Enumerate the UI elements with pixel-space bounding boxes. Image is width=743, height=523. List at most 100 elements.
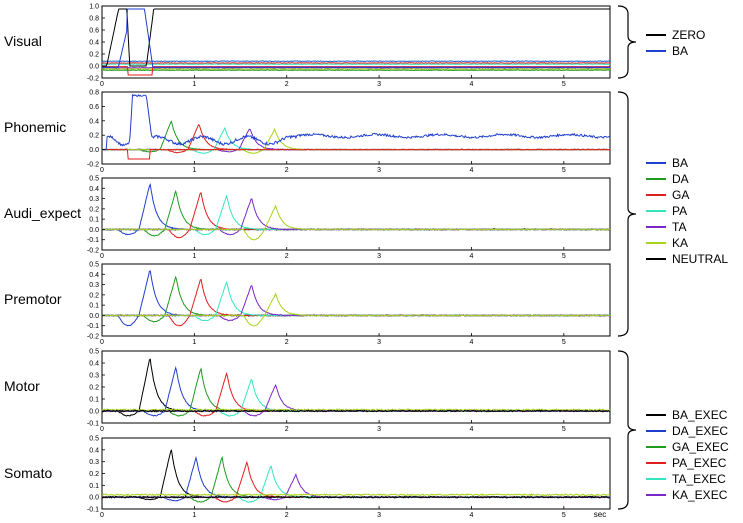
x-tick-label: 2 xyxy=(285,512,289,519)
y-tick-label: -0.2 xyxy=(87,76,99,83)
y-tick-label: -0.1 xyxy=(87,507,99,514)
x-tick-label: 5 xyxy=(562,167,566,174)
series-line xyxy=(101,292,611,327)
series-line xyxy=(101,62,611,64)
series-line xyxy=(102,93,611,151)
panel-label-phonemic: Phonemic xyxy=(4,119,67,135)
legend-swatch xyxy=(646,477,666,480)
series-line xyxy=(101,60,611,63)
legend-item: GA_EXEC xyxy=(646,438,729,454)
legend-label: PA xyxy=(672,203,688,218)
series-line xyxy=(102,66,610,76)
legend-label: DA_EXEC xyxy=(672,423,729,438)
legend-swatch xyxy=(646,225,666,228)
x-tick-label: 5 xyxy=(562,426,566,433)
legend-swatch xyxy=(646,161,666,164)
series-line xyxy=(101,63,611,66)
y-tick-label: 0.4 xyxy=(89,40,99,47)
brace-exec xyxy=(617,350,637,510)
y-tick-label: 0.3 xyxy=(89,196,99,203)
y-tick-label: 0.2 xyxy=(89,52,99,59)
legend-swatch xyxy=(646,493,666,496)
legend-item: TA_EXEC xyxy=(646,470,729,486)
x-tick-label: 3 xyxy=(377,512,381,519)
x-tick-label: 2 xyxy=(285,339,289,346)
y-tick-label: 0.8 xyxy=(89,16,99,23)
y-tick-label: 0.0 xyxy=(89,313,99,320)
panel-label-somato: Somato xyxy=(4,465,53,481)
x-tick-label: 0 xyxy=(100,167,104,174)
y-tick-label: 0.1 xyxy=(89,483,99,490)
x-tick-label: 5 xyxy=(562,512,566,519)
x-tick-label: 5 xyxy=(562,81,566,88)
x-tick-label: 2 xyxy=(285,167,289,174)
y-tick-label: 0.5 xyxy=(89,349,99,356)
series-line xyxy=(101,367,611,417)
panel-frame-somato xyxy=(101,437,611,510)
legend-label: NEUTRAL xyxy=(672,251,729,266)
y-tick-label: 0.5 xyxy=(89,436,99,443)
y-tick-label: 0.4 xyxy=(89,186,99,193)
x-tick-label: 1 xyxy=(192,426,196,433)
y-tick-label: 0.0 xyxy=(89,409,99,416)
legend-label: TA xyxy=(672,219,687,234)
y-tick-label: 0.4 xyxy=(89,361,99,368)
legend-visual: ZERO BA xyxy=(646,26,705,58)
y-tick-label: -0.2 xyxy=(87,162,99,169)
legend-label: BA xyxy=(672,43,689,58)
brace-phonemes xyxy=(617,91,637,337)
legend-item: PA_EXEC xyxy=(646,454,729,470)
y-tick-label: 0.8 xyxy=(89,90,99,97)
x-tick-label: 0 xyxy=(100,426,104,433)
series-line xyxy=(101,204,611,241)
legend-label: KA_EXEC xyxy=(672,487,728,502)
x-tick-label: 1 xyxy=(192,339,196,346)
legend-swatch xyxy=(646,241,666,244)
panel-label-visual: Visual xyxy=(4,33,42,49)
legend-label: GA xyxy=(672,187,690,202)
legend-swatch xyxy=(646,429,666,432)
legend-label: BA_EXEC xyxy=(672,407,728,422)
legend-item: NEUTRAL xyxy=(646,250,728,266)
y-tick-label: 0.5 xyxy=(89,176,99,183)
x-tick-label: 4 xyxy=(470,167,474,174)
series-line xyxy=(101,409,611,413)
x-tick-label: 4 xyxy=(470,512,474,519)
legend-swatch xyxy=(646,209,666,212)
brace-visual xyxy=(617,5,637,79)
y-tick-label: -0.2 xyxy=(87,248,99,255)
series-line xyxy=(102,68,611,70)
panel-label-premotor: Premotor xyxy=(4,291,62,307)
legend-label: KA xyxy=(672,235,689,250)
y-tick-label: 0.6 xyxy=(89,104,99,111)
y-tick-label: 0.4 xyxy=(89,447,99,454)
panel-frame-phonemic xyxy=(101,91,611,165)
x-tick-label: 0 xyxy=(100,81,104,88)
x-tick-label: 4 xyxy=(470,253,474,260)
series-line xyxy=(101,123,611,154)
y-tick-label: 1.0 xyxy=(89,4,99,11)
legend-item: DA_EXEC xyxy=(646,422,729,438)
legend-swatch xyxy=(646,461,666,464)
y-tick-label: 0.2 xyxy=(89,292,99,299)
legend-swatch xyxy=(646,445,666,448)
legend-item: TA xyxy=(646,218,728,234)
x-tick-label: 1 xyxy=(192,253,196,260)
y-tick-label: 0.2 xyxy=(89,471,99,478)
legend-item: PA xyxy=(646,202,728,218)
x-tick-label: 2 xyxy=(285,81,289,88)
y-tick-label: 0.4 xyxy=(89,118,99,125)
x-tick-label: 3 xyxy=(377,339,381,346)
y-tick-label: 0.0 xyxy=(89,147,99,154)
x-tick-label: 5 xyxy=(562,253,566,260)
legend-label: PA_EXEC xyxy=(672,455,727,470)
series-line xyxy=(101,270,611,327)
legend-swatch xyxy=(646,257,666,260)
x-tick-label: 3 xyxy=(377,167,381,174)
series-line xyxy=(102,191,611,239)
x-tick-label: 3 xyxy=(377,253,381,260)
legend-swatch xyxy=(646,49,666,52)
panel-frame-motor xyxy=(101,350,611,424)
legend-exec: BA_EXEC DA_EXEC GA_EXEC PA_EXEC TA_EXEC … xyxy=(646,406,729,502)
